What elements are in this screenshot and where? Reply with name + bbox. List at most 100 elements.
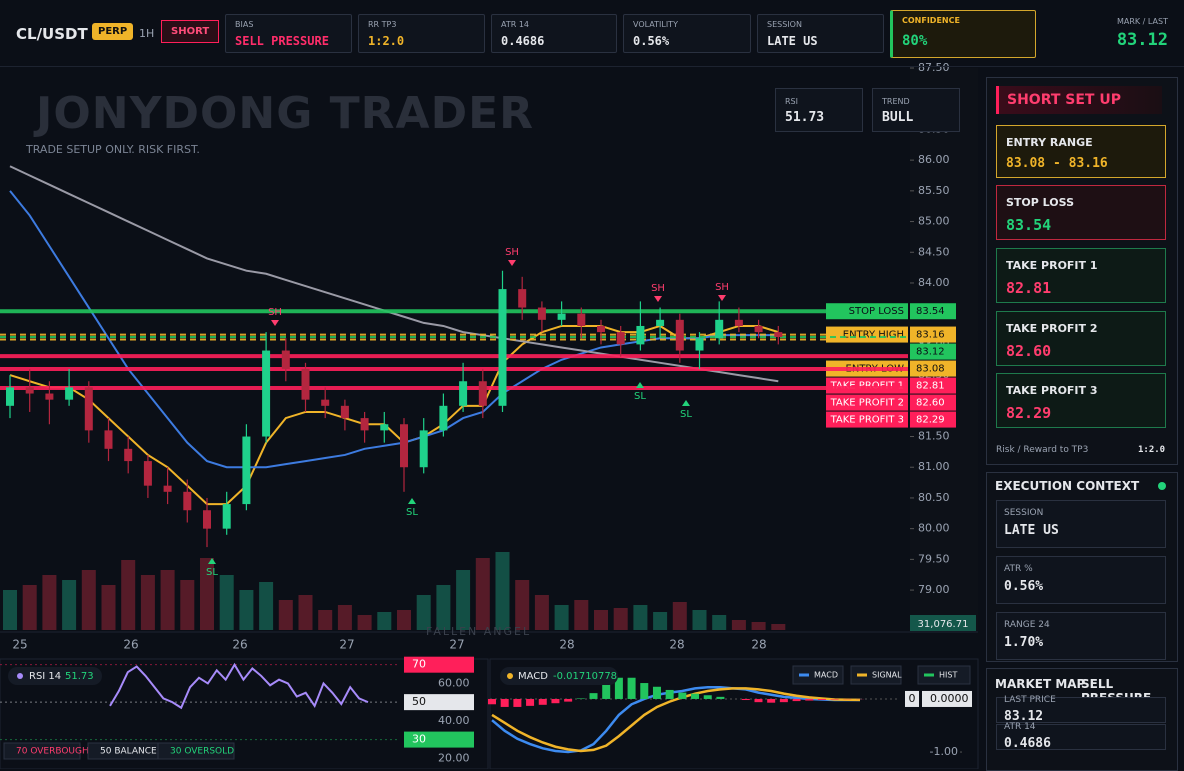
candle-body [361,418,369,430]
candle-body [262,351,270,437]
macd-hist-bar [551,699,559,703]
macd-hist-bar [704,695,712,699]
y-tick-label: 80.00 [918,522,950,535]
candle-body [479,381,487,406]
candle-body [518,289,526,307]
y-tick-label: 84.00 [918,276,950,289]
macd-hist-bar [564,699,572,702]
row-label: LAST PRICE [1004,695,1056,705]
watermark: JONYDONG TRADER [36,88,534,139]
macd-hist-bar [742,699,750,700]
volume-bar [436,585,450,630]
volume-bar [121,560,135,630]
swing-arrow [654,296,662,302]
candle-body [124,449,132,461]
volume-bar [397,610,411,630]
rsi-legend: 30 OVERSOLD [170,747,234,757]
info-label: RSI [785,97,798,106]
rsi-tick-label: 60.00 [438,676,470,689]
rsi-tick-label: 20.00 [438,751,470,764]
y-tick-label: 80.50 [918,491,950,504]
macd-hist-bar [539,699,547,705]
candle-body [617,332,625,344]
candle-body [636,326,644,344]
card-label: RANGE 24 [1004,620,1050,630]
candle-body [577,314,585,326]
x-tick-label: 28 [669,638,684,652]
symbol: CL/USDT [16,25,88,43]
volume-bar [496,552,510,630]
volume-bar [377,612,391,630]
volume-bar [515,580,529,630]
candle-body [774,332,782,337]
macd-hist-bar [818,699,826,700]
volume-bar [594,610,608,630]
moving-average [10,191,778,467]
macd-hist-bar [577,698,585,699]
candle-body [242,437,250,505]
macd-hist-bar [602,684,610,699]
footer-watermark: FALLEN ANGEL [426,625,531,638]
rsi-tick-label: 40.00 [438,714,470,727]
rsi-value: 51.73 [65,671,94,682]
macd-hist-bar [793,699,801,701]
macd-legend: SIGNAL [872,671,902,680]
macd-hist-bar [501,699,509,707]
x-tick-label: 26 [232,638,247,652]
rsi-title: RSI 14 [29,671,61,682]
macd-tick-label: -1.00 [930,745,958,758]
card-label: SESSION [1004,508,1043,518]
candle-body [499,289,507,406]
macd-tag: 0 [909,692,916,705]
stat-value: SELL PRESSURE [235,34,329,48]
macd-dot [507,673,513,679]
stat-label: SESSION [767,20,802,29]
macd-hist-bar [780,699,788,702]
volume-bar [712,615,726,630]
macd-hist-bar [628,678,636,699]
stat-value: LATE US [767,34,818,48]
macd-legend: MACD [814,671,838,680]
stat-value: 0.4686 [501,34,544,48]
mark-label: MARK / LAST [1117,17,1168,26]
volume-bar [476,558,490,630]
x-tick-label: 27 [339,638,354,652]
macd-hist-bar [653,687,661,699]
swing-marker: SL [634,391,646,402]
row-value: 0.4686 [1004,736,1051,751]
macd-hist-bar [590,693,598,699]
candle-body [203,510,211,528]
candle-body [26,387,34,393]
card-label: ENTRY RANGE [1006,136,1093,149]
y-tick-label: 85.50 [918,184,950,197]
macd-hist-bar [640,683,648,699]
volume-last: 31,076.71 [918,619,969,630]
swing-arrow [408,498,416,504]
volume-bar [693,610,707,630]
volume-bar [456,570,470,630]
stat-label: RR TP3 [368,20,396,29]
x-tick-label: 25 [12,638,27,652]
candle-body [597,326,605,332]
candle-body [755,326,763,332]
volume-bar [338,605,352,630]
stat-value: 1:2.0 [368,34,404,48]
macd-hist-bar [754,699,762,702]
macd-hist-bar [488,699,496,704]
volume-bar [574,600,588,630]
macd-title: MACD [518,671,548,682]
candle-body [656,320,664,326]
swing-arrow [508,260,516,266]
candle-body [676,320,684,351]
level-price: 82.60 [916,398,945,409]
y-tick-label: 81.50 [918,430,950,443]
